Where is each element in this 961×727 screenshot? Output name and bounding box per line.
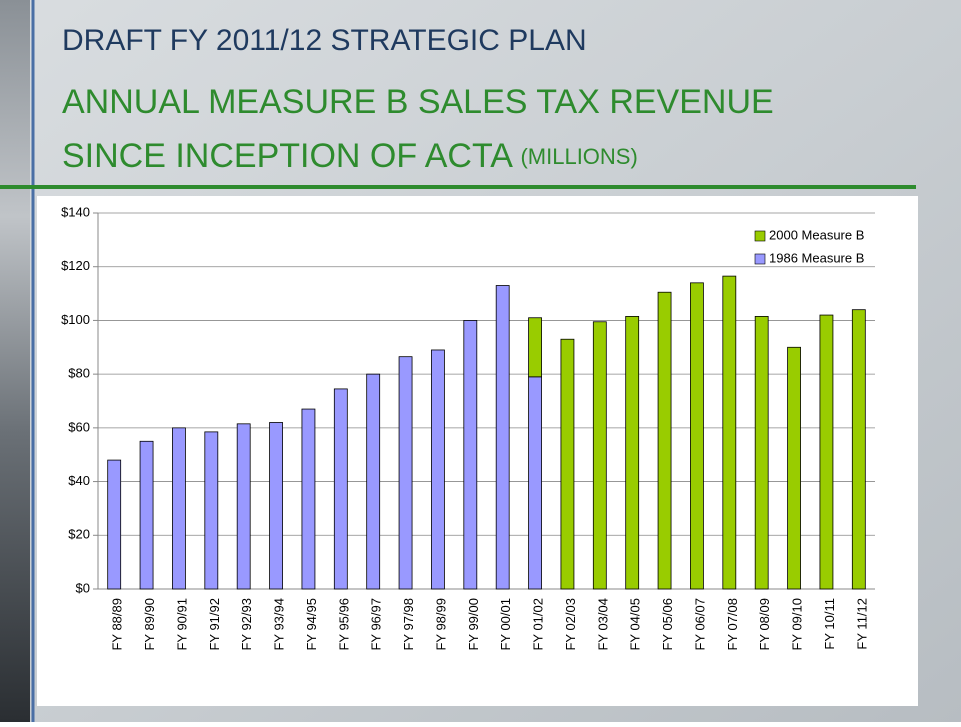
bar-segment xyxy=(333,388,348,590)
x-tick-label: FY 96/97 xyxy=(369,598,384,651)
subtitle: SINCE INCEPTION OF ACTA (MILLIONS) xyxy=(62,137,638,175)
subtitle: ANNUAL MEASURE B SALES TAX REVENUE xyxy=(62,83,774,121)
legend-swatch xyxy=(754,230,766,242)
x-tick-label: FY 95/96 xyxy=(336,598,351,651)
x-tick-label: FY 93/94 xyxy=(272,598,287,651)
legend-label: 1986 Measure B xyxy=(769,250,864,265)
x-tick-label: FY 90/91 xyxy=(174,598,189,651)
bar-segment xyxy=(236,423,251,590)
bar-segment xyxy=(431,349,445,590)
y-tick-label: $140 xyxy=(61,204,90,219)
bar-segment xyxy=(495,285,510,590)
x-tick-label: FY 11/12 xyxy=(854,598,869,650)
bar-segment xyxy=(528,317,542,378)
bar-segment xyxy=(657,291,672,590)
bar-segment xyxy=(819,314,834,590)
x-tick-label: FY 92/93 xyxy=(239,598,254,651)
x-tick-label: FY 91/92 xyxy=(207,598,222,651)
y-tick-label: $80 xyxy=(68,366,90,381)
bar-segment xyxy=(787,346,801,590)
bar-segment xyxy=(560,338,575,590)
bar-segment xyxy=(625,315,640,590)
y-tick-label: $120 xyxy=(61,258,90,273)
subtitle-unit: (MILLIONS) xyxy=(520,144,637,169)
bar-segment xyxy=(463,320,478,590)
bar-segment xyxy=(690,282,704,590)
x-tick-label: FY 08/09 xyxy=(757,598,772,651)
bar-segment xyxy=(204,431,219,590)
bar-segment xyxy=(528,376,542,590)
y-tick-label: $20 xyxy=(68,527,90,542)
y-tick-label: $100 xyxy=(61,312,90,327)
x-tick-label: FY 04/05 xyxy=(628,598,643,651)
x-tick-label: FY 94/95 xyxy=(304,598,319,651)
x-tick-label: FY 97/98 xyxy=(401,598,416,651)
bar-segment xyxy=(139,440,154,590)
bar-segment xyxy=(592,321,607,590)
x-tick-label: FY 03/04 xyxy=(595,598,610,651)
bar-segment xyxy=(172,427,186,590)
bar-segment xyxy=(851,309,866,590)
chart-title: DRAFT FY 2011/12 STRATEGIC PLAN xyxy=(62,24,587,57)
legend-swatch xyxy=(754,253,766,265)
y-tick-label: $60 xyxy=(68,419,90,434)
y-tick-label: $40 xyxy=(68,473,90,488)
x-tick-label: FY 01/02 xyxy=(531,598,546,651)
bar-segment xyxy=(366,373,381,590)
x-tick-label: FY 88/89 xyxy=(110,598,125,651)
x-tick-label: FY 10/11 xyxy=(822,598,837,650)
bar-segment xyxy=(722,275,737,590)
x-tick-label: FY 02/03 xyxy=(563,598,578,651)
y-tick-label: $0 xyxy=(76,580,90,595)
x-tick-label: FY 06/07 xyxy=(692,598,707,651)
x-tick-label: FY 00/01 xyxy=(498,598,513,651)
x-tick-label: FY 05/06 xyxy=(660,598,675,651)
x-tick-label: FY 99/00 xyxy=(466,598,481,651)
side-strip xyxy=(0,0,30,722)
bar-segment xyxy=(269,422,283,590)
subtitle: SINCE INCEPTION OF ACTA xyxy=(62,137,513,175)
x-tick-label: FY 89/90 xyxy=(142,598,157,651)
bar-segment xyxy=(398,356,413,590)
bar-segment xyxy=(107,459,122,590)
bar-segment xyxy=(754,315,769,590)
plot: $0 $20 $40 $60 $80 $100 $120 $140 FY 88/89 FY 89/… xyxy=(61,204,875,651)
x-tick-label: FY 09/10 xyxy=(790,598,805,651)
x-tick-label: FY 07/08 xyxy=(725,598,740,651)
legend-label: 2000 Measure B xyxy=(769,227,864,242)
bar-segment xyxy=(301,408,316,590)
x-tick-label: FY 98/99 xyxy=(433,598,448,651)
